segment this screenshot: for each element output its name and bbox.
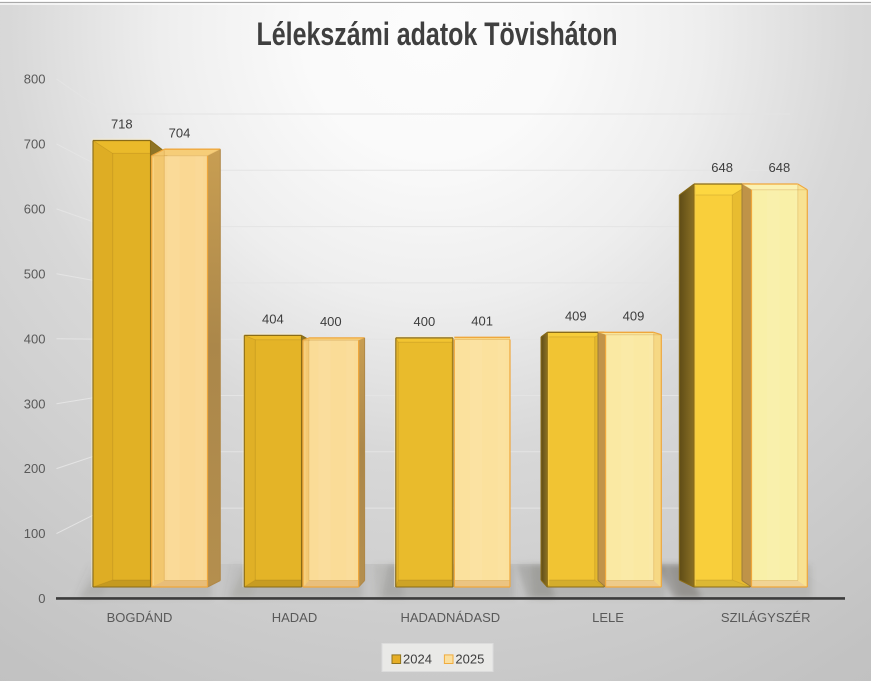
svg-text:401: 401 xyxy=(471,313,493,328)
svg-text:704: 704 xyxy=(169,125,191,140)
svg-text:718: 718 xyxy=(111,117,133,132)
svg-text:648: 648 xyxy=(711,160,733,175)
svg-text:Lélekszámi adatok Tövisháton: Lélekszámi adatok Tövisháton xyxy=(257,16,618,52)
svg-text:LELE: LELE xyxy=(592,610,624,625)
svg-text:648: 648 xyxy=(769,160,791,175)
svg-text:400: 400 xyxy=(414,314,436,329)
svg-text:2025: 2025 xyxy=(455,652,484,667)
svg-text:100: 100 xyxy=(24,526,46,541)
svg-text:409: 409 xyxy=(565,308,587,323)
svg-text:BOGDÁND: BOGDÁND xyxy=(107,610,173,625)
svg-text:800: 800 xyxy=(24,72,46,87)
svg-text:404: 404 xyxy=(262,312,284,327)
svg-text:0: 0 xyxy=(38,591,45,606)
svg-text:300: 300 xyxy=(24,396,46,411)
svg-text:SZILÁGYSZÉR: SZILÁGYSZÉR xyxy=(721,610,811,625)
svg-text:400: 400 xyxy=(320,314,342,329)
svg-text:600: 600 xyxy=(24,202,46,217)
svg-text:409: 409 xyxy=(623,308,645,323)
svg-text:HADAD: HADAD xyxy=(272,610,318,625)
svg-text:200: 200 xyxy=(24,461,46,476)
svg-text:500: 500 xyxy=(24,266,46,281)
svg-text:2024: 2024 xyxy=(403,652,432,667)
svg-text:700: 700 xyxy=(24,137,46,152)
svg-text:400: 400 xyxy=(24,331,46,346)
svg-text:HADADNÁDASD: HADADNÁDASD xyxy=(400,610,500,625)
